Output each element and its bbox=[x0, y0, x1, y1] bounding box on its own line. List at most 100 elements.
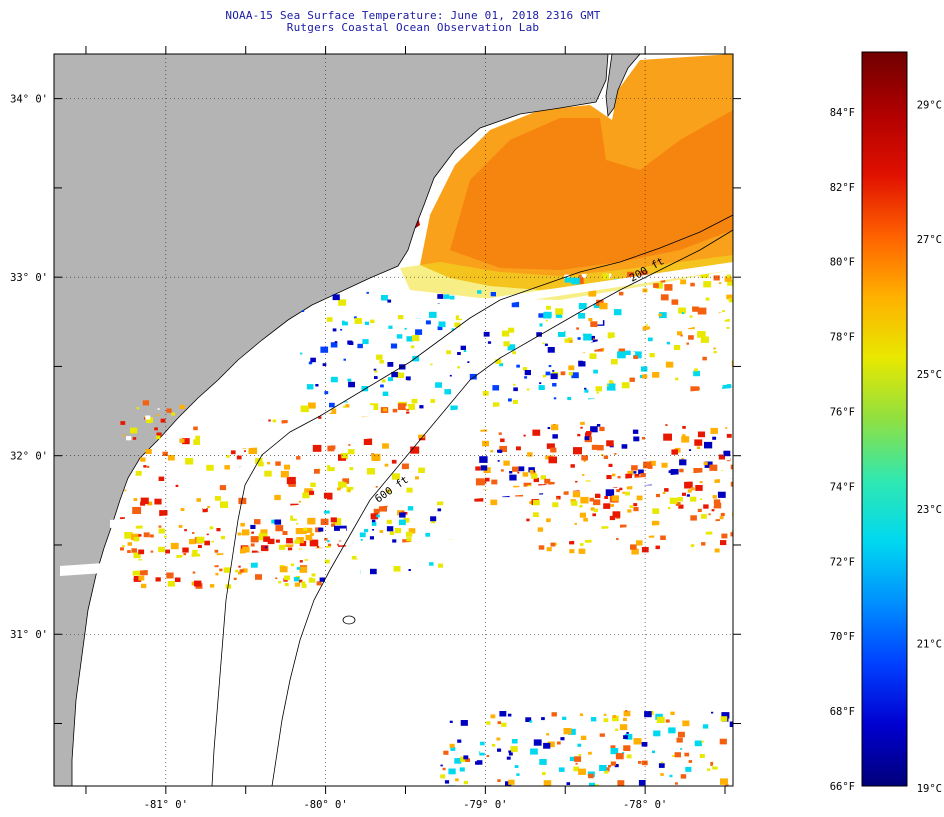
sst-pixel bbox=[582, 784, 589, 786]
sst-pixel bbox=[150, 550, 154, 553]
sst-pixel bbox=[295, 528, 304, 535]
sst-pixel bbox=[707, 768, 711, 771]
sst-pixel bbox=[396, 371, 405, 378]
sst-pixel bbox=[135, 470, 142, 476]
sst-pixel bbox=[610, 504, 614, 507]
sst-pixel bbox=[142, 400, 150, 406]
sst-pixel bbox=[513, 383, 516, 386]
sst-pixel bbox=[406, 487, 413, 493]
sst-pixel bbox=[576, 327, 579, 330]
sst-pixel bbox=[677, 331, 683, 336]
sst-pixel bbox=[641, 742, 648, 747]
sst-pixel bbox=[607, 332, 615, 338]
sst-pixel bbox=[330, 462, 337, 468]
sst-pixel bbox=[700, 336, 709, 343]
sst-pixel bbox=[544, 343, 548, 346]
sst-pixel bbox=[626, 754, 632, 759]
sst-pixel bbox=[680, 774, 687, 779]
sst-pixel bbox=[397, 403, 407, 410]
sst-pixel bbox=[689, 315, 693, 318]
sst-pixel bbox=[330, 342, 338, 348]
sst-pixel bbox=[609, 515, 616, 521]
sst-pixel bbox=[584, 537, 592, 543]
sst-pixel bbox=[267, 538, 275, 545]
sst-pixel bbox=[282, 531, 288, 535]
sst-pixel bbox=[166, 572, 174, 579]
sst-pixel bbox=[164, 535, 167, 538]
sst-pixel bbox=[573, 447, 582, 455]
sst-pixel bbox=[311, 547, 314, 550]
sst-pixel bbox=[527, 452, 533, 457]
sst-pixel bbox=[548, 481, 555, 487]
sst-pixel bbox=[573, 766, 579, 772]
sst-pixel bbox=[330, 445, 336, 450]
sst-pixel bbox=[338, 541, 347, 548]
sst-pixel bbox=[678, 504, 684, 509]
sst-pixel bbox=[214, 496, 221, 501]
sst-pixel bbox=[179, 438, 185, 443]
sst-pixel bbox=[296, 567, 301, 570]
sst-pixel bbox=[209, 584, 215, 588]
sst-pixel bbox=[251, 562, 258, 568]
sst-pixel bbox=[189, 533, 195, 538]
sst-pixel bbox=[655, 545, 660, 550]
sst-pixel bbox=[408, 528, 416, 534]
sst-pixel bbox=[696, 480, 701, 484]
sst-pixel bbox=[425, 532, 431, 537]
sst-pixel bbox=[712, 420, 720, 426]
sst-pixel bbox=[397, 353, 406, 360]
sst-pixel bbox=[301, 584, 307, 588]
sst-pixel bbox=[604, 770, 609, 774]
sst-pixel bbox=[344, 316, 351, 322]
sst-pixel bbox=[280, 470, 289, 478]
sst-pixel bbox=[616, 489, 620, 493]
sst-pixel bbox=[365, 310, 374, 317]
sst-pixel bbox=[300, 352, 303, 355]
sst-pixel bbox=[558, 767, 565, 772]
sst-pixel bbox=[254, 519, 261, 525]
sst-pixel bbox=[354, 318, 362, 324]
sst-pixel bbox=[548, 456, 557, 464]
sst-pixel bbox=[257, 447, 262, 451]
sst-pixel bbox=[480, 465, 488, 471]
sst-pixel bbox=[676, 749, 679, 752]
sst-pixel bbox=[507, 344, 516, 351]
sst-pixel bbox=[437, 559, 441, 562]
sst-pixel bbox=[556, 741, 561, 745]
sst-pixel bbox=[457, 739, 462, 743]
sst-pixel bbox=[342, 339, 350, 345]
sst-pixel bbox=[342, 415, 349, 422]
sst-pixel bbox=[592, 328, 598, 333]
sst-pixel bbox=[479, 456, 488, 463]
sst-pixel bbox=[669, 497, 678, 504]
sst-pixel bbox=[444, 724, 449, 729]
sst-pixel bbox=[545, 319, 548, 322]
sst-pixel bbox=[444, 780, 450, 784]
sst-pixel bbox=[546, 547, 552, 552]
sst-pixel bbox=[207, 505, 210, 508]
sst-pixel bbox=[459, 767, 465, 772]
sst-pixel bbox=[156, 414, 160, 417]
sst-pixel bbox=[375, 486, 378, 488]
sst-pixel bbox=[251, 539, 254, 542]
sst-pixel bbox=[167, 455, 175, 461]
sst-pixel bbox=[598, 736, 607, 743]
sst-pixel bbox=[701, 542, 706, 546]
colorbar-label-c: 25°C bbox=[917, 369, 942, 381]
sst-pixel bbox=[376, 514, 380, 518]
sst-pixel bbox=[631, 548, 639, 555]
sst-pixel bbox=[131, 533, 140, 541]
sst-pixel bbox=[710, 427, 718, 434]
sst-pixel bbox=[133, 552, 141, 559]
sst-pixel bbox=[713, 499, 721, 505]
sst-pixel bbox=[387, 507, 394, 513]
sst-pixel bbox=[372, 561, 377, 565]
sst-pixel bbox=[374, 376, 378, 379]
sst-pixel bbox=[490, 450, 494, 453]
sst-pixel bbox=[249, 499, 258, 507]
sst-pixel bbox=[395, 517, 402, 523]
sst-pixel bbox=[593, 784, 599, 786]
sst-pixel bbox=[438, 563, 444, 568]
sst-pixel bbox=[538, 313, 544, 318]
sst-pixel bbox=[406, 409, 409, 411]
